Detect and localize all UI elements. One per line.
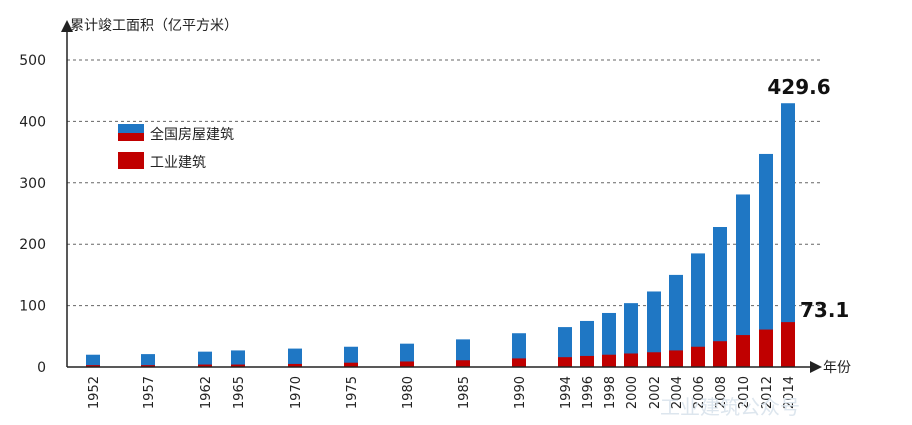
y-tick-200: 200	[19, 237, 46, 253]
y-tick-500: 500	[19, 53, 46, 69]
x-tick-1962: 1962	[199, 376, 214, 409]
x-tick-labels: 1952 1957 1962 1965 1970 1975 1980 1985 1990 1994…	[87, 376, 797, 409]
x-tick-1952: 1952	[87, 376, 102, 409]
bar-industry-1980	[400, 361, 414, 367]
y-tick-300: 300	[19, 176, 46, 192]
y-tick-100: 100	[19, 299, 46, 315]
bar-house-2006	[691, 253, 705, 367]
legend-swatch-house-bottom	[118, 133, 144, 141]
x-tick-2014: 2014	[782, 376, 797, 409]
bar-industry-2006	[691, 346, 705, 367]
bar-industry-1994	[558, 357, 572, 367]
x-axis-arrow	[810, 361, 822, 373]
y-tick-400: 400	[19, 114, 46, 130]
legend: 全国房屋建筑 工业建筑	[118, 124, 234, 171]
y-axis-arrow	[61, 20, 73, 32]
bar-industry-2002	[647, 352, 661, 367]
x-tick-2002: 2002	[648, 376, 663, 409]
legend-label-industry: 工业建筑	[150, 155, 206, 171]
watermark: 工业建筑公众号	[660, 395, 800, 419]
bar-house-1957	[141, 354, 155, 367]
y-tick-0: 0	[37, 360, 46, 376]
bar-industry-2004	[669, 350, 683, 367]
x-tick-1965: 1965	[232, 376, 247, 409]
bar-industry-1970	[288, 363, 302, 367]
bar-industry-1998	[602, 354, 616, 367]
bar-house-1980	[400, 343, 414, 367]
bar-industry-1990	[512, 358, 526, 367]
x-tick-2012: 2012	[760, 376, 775, 409]
x-tick-1996: 1996	[581, 376, 596, 409]
x-tick-1975: 1975	[345, 376, 360, 409]
bar-house-2010	[736, 194, 750, 367]
bar-house-1965	[231, 350, 245, 367]
x-tick-2010: 2010	[737, 376, 752, 409]
bar-house-2014	[781, 103, 795, 368]
bar-industry-2010	[736, 335, 750, 367]
x-axis-label: 年份	[823, 360, 851, 376]
x-tick-1970: 1970	[289, 376, 304, 409]
x-tick-2006: 2006	[692, 376, 707, 409]
x-tick-2008: 2008	[714, 376, 729, 409]
bar-industry-2008	[713, 341, 727, 367]
bar-house-2012	[759, 153, 773, 367]
y-axis-label: 累计竣工面积（亿平方米）	[70, 18, 238, 34]
x-tick-1985: 1985	[457, 376, 472, 409]
bar-industry-1996	[580, 355, 594, 367]
legend-swatch-industry	[118, 152, 144, 169]
annotation-total-2014: 429.6	[767, 75, 830, 99]
bar-house-1952	[86, 354, 100, 367]
x-tick-1998: 1998	[603, 376, 618, 409]
bar-industry-1957	[141, 365, 155, 367]
bar-industry-1962	[198, 364, 212, 367]
bar-house-1994	[558, 327, 572, 367]
bar-house-1962	[198, 351, 212, 367]
bar-house-2004	[669, 274, 683, 367]
bar-house-1998	[602, 312, 616, 367]
legend-item-house: 全国房屋建筑	[118, 124, 234, 143]
bar-industry-2014	[781, 322, 795, 367]
x-tick-1994: 1994	[559, 376, 574, 409]
bar-industry-1985	[456, 360, 470, 367]
x-tick-2000: 2000	[625, 376, 640, 409]
y-tick-labels: 0 100 200 300 400 500	[19, 53, 46, 376]
bar-house-1996	[580, 320, 594, 367]
bar-industry-1965	[231, 364, 245, 367]
annotation-industry-2014: 73.1	[800, 298, 849, 322]
x-tick-1980: 1980	[401, 376, 416, 409]
legend-item-industry: 工业建筑	[118, 152, 206, 171]
bar-industry-1952	[86, 365, 100, 367]
bar-house-2008	[713, 227, 727, 367]
axes	[61, 20, 822, 373]
legend-label-house: 全国房屋建筑	[150, 126, 234, 143]
bar-house-2002	[647, 291, 661, 367]
gridlines	[67, 59, 820, 307]
bar-industry-2012	[759, 329, 773, 367]
bar-house-1970	[288, 348, 302, 367]
bars	[86, 103, 795, 368]
bar-house-1975	[344, 346, 358, 367]
x-tick-2004: 2004	[670, 376, 685, 409]
bar-industry-2000	[624, 353, 638, 367]
legend-swatch-house-top	[118, 124, 144, 133]
bar-industry-1975	[344, 362, 358, 367]
bar-house-1985	[456, 339, 470, 367]
bar-house-2000	[624, 303, 638, 367]
x-tick-1990: 1990	[513, 376, 528, 409]
x-tick-1957: 1957	[142, 376, 157, 409]
